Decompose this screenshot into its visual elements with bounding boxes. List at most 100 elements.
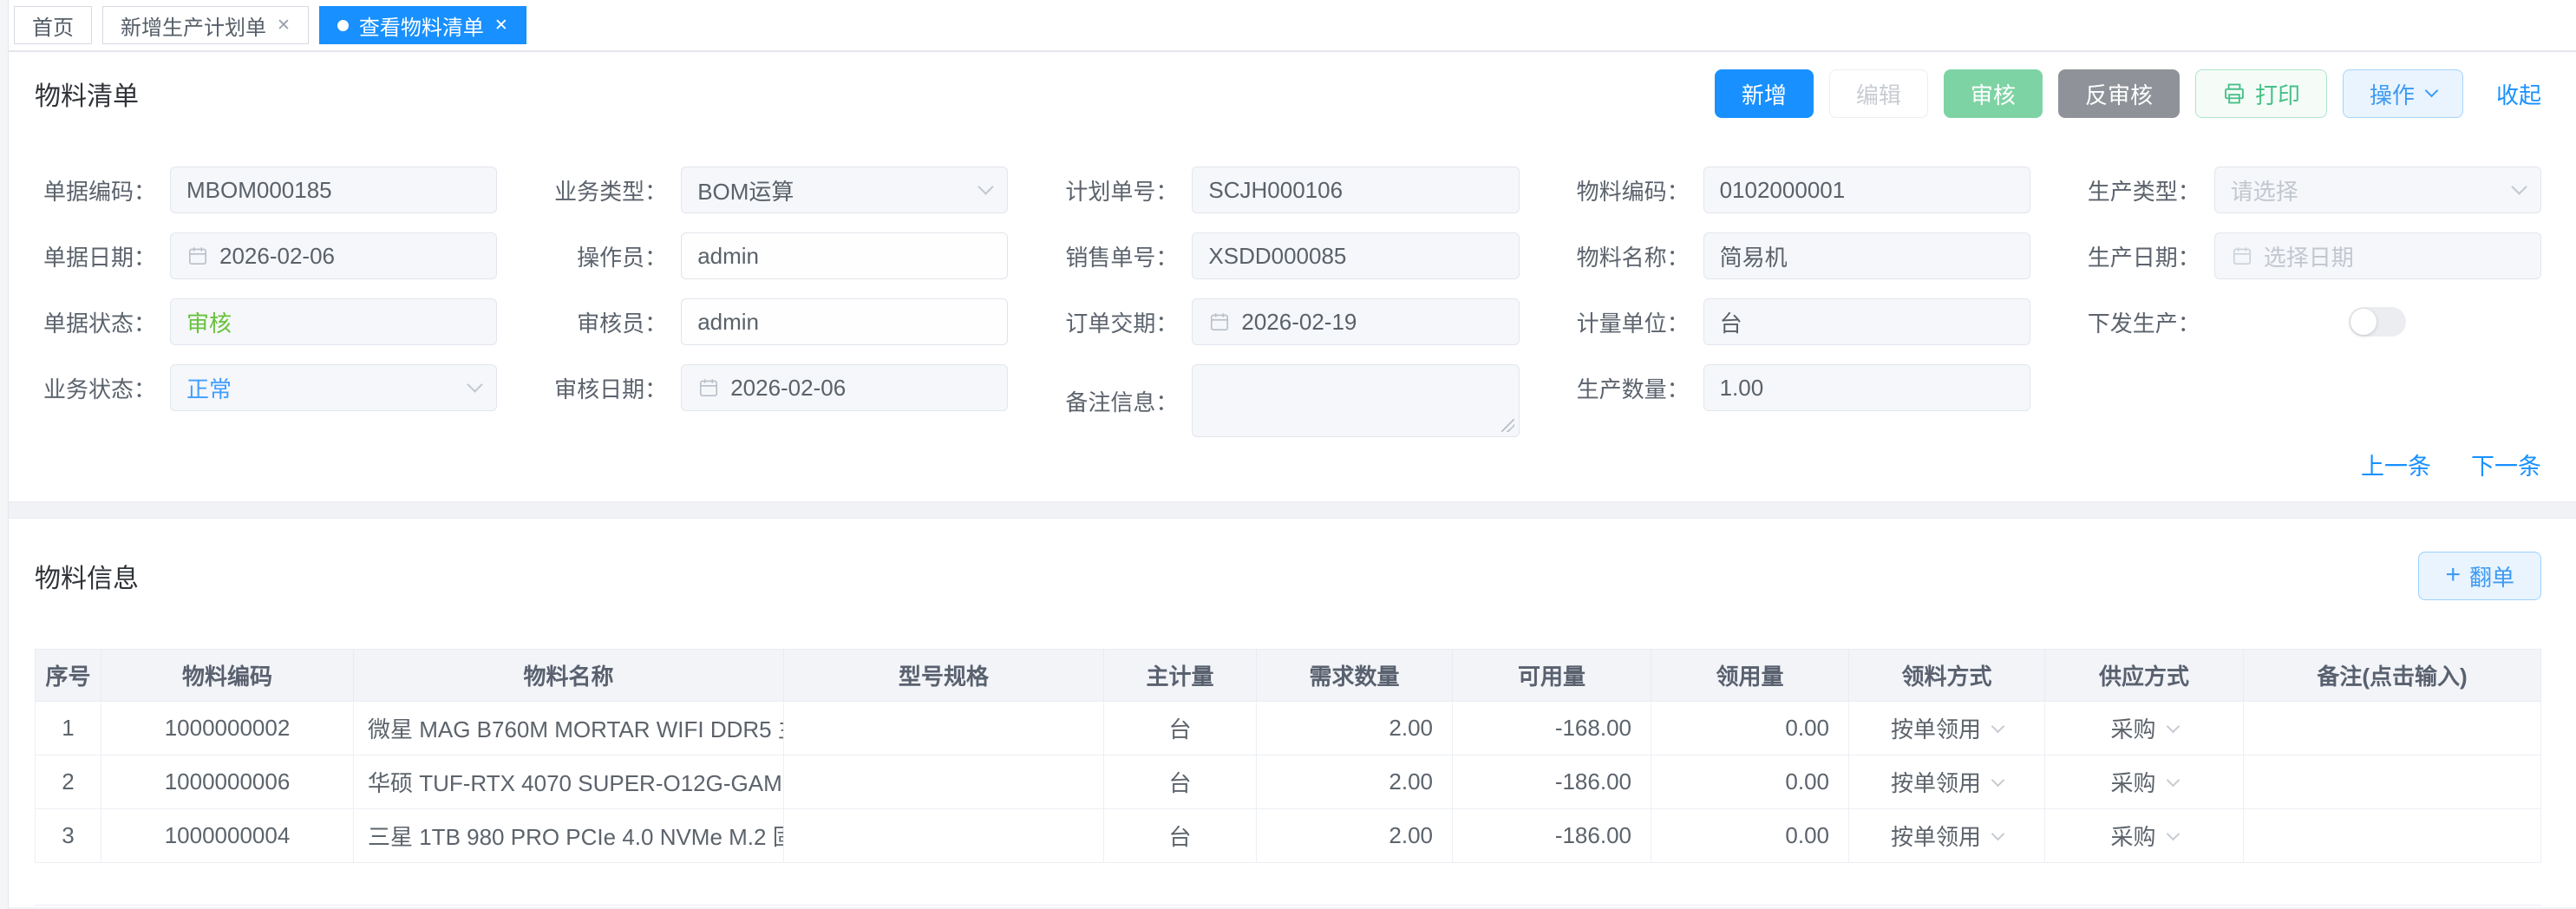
doc-code-input[interactable]: MBOM000185 [170,167,498,213]
issue-method-value: 按单领用 [1890,770,1981,796]
audit-button[interactable]: 审核 [1943,69,2043,118]
operator-input[interactable]: admin [681,232,1009,279]
flip-label: 翻单 [2468,564,2514,591]
material-code-input[interactable]: 0102000001 [1703,167,2030,213]
cell-material-name: 华硕 TUF-RTX 4070 SUPER-O12G-GAMING [353,755,784,809]
field-material-code: 物料编码： 0102000001 [1568,167,2030,213]
material-table-wrap: 序号 物料编码 物料名称 型号规格 主计量 需求数量 可用量 领用量 领料方式 … [35,649,2541,906]
field-plan-no: 计划单号： SCJH000106 [1056,167,1520,213]
col-supply-method: 供应方式 [2044,649,2244,702]
field-material-name: 物料名称： 简易机 [1568,232,2030,279]
cell-remark-input[interactable] [2243,755,2541,809]
biz-type-select[interactable]: BOM运算 [681,167,1009,213]
printer-icon [2222,82,2246,106]
tab-bar: 首页 新增生产计划单 ✕ 查看物料清单 ✕ [0,0,2576,52]
chevron-down-icon [2424,83,2439,97]
chevron-down-icon [977,178,995,195]
cell-issued-qty: 0.00 [1651,701,1849,755]
field-value: 台 [1719,310,1742,337]
field-label: 操作员： [577,244,668,271]
cell-issued-qty: 0.00 [1651,755,1849,809]
remark-textarea[interactable] [1192,364,1520,437]
field-value: admin [697,308,760,335]
bom-header-panel: 物料清单 新增 编辑 审核 反审核 打印 操作 收起 [0,52,2576,501]
cell-supply-method[interactable]: 采购 [2044,808,2244,863]
cell-seq: 2 [35,755,101,809]
material-name-input[interactable]: 简易机 [1703,232,2030,279]
cell-unit: 台 [1103,755,1257,809]
cell-unit: 台 [1103,701,1257,755]
field-sales-no: 销售单号： XSDD000085 [1056,232,1520,279]
field-label: 物料名称： [1576,244,1690,271]
biz-status-select[interactable]: 正常 [170,364,498,411]
actions-label: 操作 [2369,82,2415,108]
chevron-down-icon [1991,827,2005,840]
field-prod-qty: 生产数量： 1.00 [1568,364,2030,411]
supply-method-value: 采购 [2110,716,2156,742]
audit-date-picker[interactable]: 2026-02-06 [681,364,1009,411]
order-due-picker[interactable]: 2026-02-19 [1192,298,1520,345]
close-icon[interactable]: ✕ [494,16,508,35]
prev-record-link[interactable]: 上一条 [2361,454,2431,480]
cell-remark-input[interactable] [2243,701,2541,755]
cell-spec [783,701,1104,755]
actions-dropdown-button[interactable]: 操作 [2342,69,2463,118]
field-value: 简易机 [1719,244,1788,271]
chevron-down-icon [2511,178,2527,195]
unit-input[interactable]: 台 [1703,298,2030,345]
detail-title: 物料信息 [35,565,139,593]
field-label: 单据日期： [42,244,156,271]
unaudit-button[interactable]: 反审核 [2057,69,2180,118]
auditor-input[interactable]: admin [681,298,1009,345]
field-value: BOM运算 [697,178,794,205]
prod-qty-input[interactable]: 1.00 [1703,364,2030,411]
field-doc-status: 单据状态： 审核 [35,298,498,345]
prod-type-select[interactable]: 请选择 [2213,167,2541,213]
cell-supply-method[interactable]: 采购 [2044,755,2244,809]
status-value: 审核 [186,310,232,337]
print-button[interactable]: 打印 [2194,69,2327,118]
doc-status-input[interactable]: 审核 [170,298,498,345]
chevron-down-icon [2166,719,2180,733]
material-detail-panel: 物料信息 + 翻单 序号 物料编码 物料名称 型号规格 主计量 [0,519,2576,907]
edit-button[interactable]: 编辑 [1828,69,1928,118]
field-label: 订单交期： [1065,310,1179,337]
prod-date-picker[interactable]: 选择日期 [2213,232,2541,279]
field-value: 2026-02-06 [730,374,847,401]
section-divider [0,501,2576,519]
dispatch-toggle[interactable] [2349,307,2407,337]
cell-issue-method[interactable]: 按单领用 [1848,701,2045,755]
col-issue-method: 领料方式 [1848,649,2045,702]
cell-supply-method[interactable]: 采购 [2044,701,2244,755]
collapsed-sidebar-strip [0,0,9,909]
field-value: 0102000001 [1719,176,1846,203]
field-label: 下发生产： [2087,310,2200,337]
cell-available-qty: -186.00 [1452,755,1651,809]
field-label: 生产类型： [2087,178,2200,205]
next-record-link[interactable]: 下一条 [2471,454,2541,480]
tab-view-bom[interactable]: 查看物料清单 ✕ [318,6,526,44]
cell-issue-method[interactable]: 按单领用 [1848,755,2045,809]
status-value: 正常 [186,376,232,402]
tab-new-production-plan[interactable]: 新增生产计划单 ✕ [102,6,309,44]
cell-unit: 台 [1103,808,1257,863]
doc-date-picker[interactable]: 2026-02-06 [170,232,498,279]
chevron-down-icon [2166,827,2180,840]
cell-remark-input[interactable] [2243,808,2541,863]
cell-required-qty: 2.00 [1256,701,1453,755]
sales-no-input[interactable]: XSDD000085 [1192,232,1520,279]
field-label: 备注信息： [1065,389,1179,415]
add-button[interactable]: 新增 [1714,69,1814,118]
field-label: 计划单号： [1065,178,1179,205]
field-label: 计量单位： [1576,310,1690,337]
chevron-down-icon [2166,773,2180,787]
close-icon[interactable]: ✕ [277,16,291,35]
tab-home[interactable]: 首页 [14,6,92,44]
col-spec: 型号规格 [783,649,1104,702]
flip-order-button[interactable]: + 翻单 [2418,552,2541,600]
field-placeholder: 选择日期 [2263,244,2354,271]
plan-no-input[interactable]: SCJH000106 [1192,167,1520,213]
cell-issue-method[interactable]: 按单领用 [1848,808,2045,863]
cell-required-qty: 2.00 [1256,755,1453,809]
collapse-link[interactable]: 收起 [2495,82,2541,108]
